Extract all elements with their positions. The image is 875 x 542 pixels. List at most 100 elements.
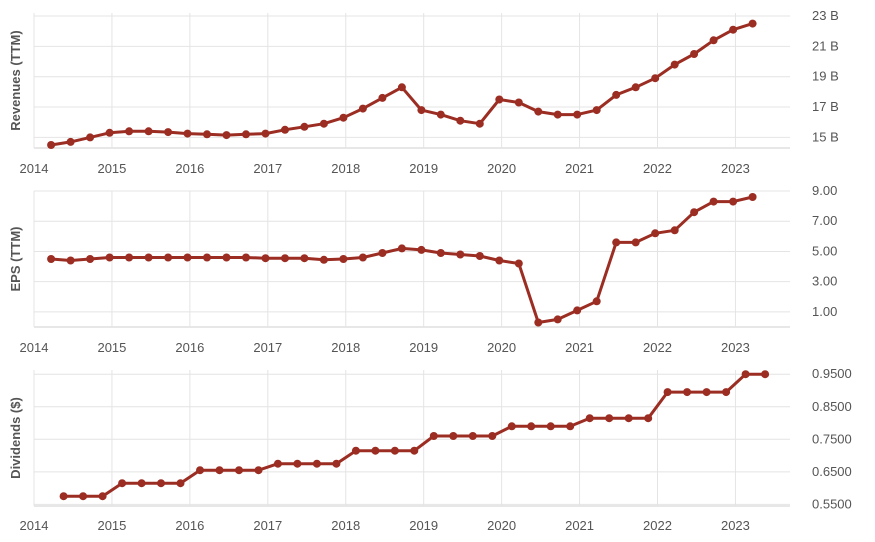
data-point[interactable] [164,128,173,137]
data-point[interactable] [449,432,458,440]
data-point[interactable] [358,104,367,113]
data-point[interactable] [98,492,107,501]
data-point[interactable] [125,253,134,262]
data-point[interactable] [332,459,341,468]
data-point[interactable] [663,388,672,397]
data-point[interactable] [741,370,750,379]
data-point[interactable] [261,254,270,263]
data-point[interactable] [546,422,555,431]
data-point[interactable] [573,306,582,315]
data-point[interactable] [566,422,575,431]
data-point[interactable] [761,370,770,379]
data-point[interactable] [47,141,56,149]
data-point[interactable] [300,122,309,131]
data-point[interactable] [222,253,231,262]
data-point[interactable] [196,466,204,475]
data-point[interactable] [417,245,426,254]
data-point[interactable] [105,253,114,262]
data-point[interactable] [709,36,718,45]
data-point[interactable] [410,446,419,455]
data-point[interactable] [690,50,699,58]
data-point[interactable] [300,254,309,263]
data-point[interactable] [644,414,653,423]
data-point[interactable] [183,253,192,262]
data-point[interactable] [709,197,718,206]
data-point[interactable] [319,119,328,128]
data-point[interactable] [79,492,88,501]
data-point[interactable] [281,125,289,134]
data-point[interactable] [378,249,387,257]
data-point[interactable] [690,208,699,217]
data-point[interactable] [729,197,738,206]
data-point[interactable] [507,422,516,431]
data-point[interactable] [390,446,399,455]
data-point[interactable] [339,113,348,122]
data-point[interactable] [468,432,477,440]
data-point[interactable] [670,226,679,235]
data-point[interactable] [534,318,543,327]
data-point[interactable] [157,479,165,488]
data-point[interactable] [242,130,250,139]
data-point[interactable] [144,127,153,136]
data-point[interactable] [612,238,621,247]
data-point[interactable] [203,253,211,262]
data-point[interactable] [475,252,484,260]
data-point[interactable] [527,422,536,431]
data-point[interactable] [436,249,445,257]
data-point[interactable] [514,259,523,268]
data-point[interactable] [66,256,75,265]
data-point[interactable] [612,90,621,99]
data-point[interactable] [631,238,640,247]
data-point[interactable] [235,466,243,475]
data-point[interactable] [624,414,633,423]
data-point[interactable] [176,479,185,488]
data-point[interactable] [651,74,660,83]
data-point[interactable] [47,255,56,263]
data-point[interactable] [417,106,426,115]
data-point[interactable] [495,95,504,104]
data-point[interactable] [203,130,211,139]
data-point[interactable] [456,116,465,125]
data-point[interactable] [729,25,738,34]
data-point[interactable] [371,446,380,455]
data-point[interactable] [683,388,692,397]
data-point[interactable] [514,98,523,107]
data-point[interactable] [281,254,289,263]
data-point[interactable] [651,229,660,238]
data-point[interactable] [748,19,757,28]
data-point[interactable] [553,110,562,119]
data-point[interactable] [429,432,438,440]
data-point[interactable] [397,244,406,253]
data-point[interactable] [592,297,601,306]
data-point[interactable] [137,479,146,488]
data-point[interactable] [66,137,75,146]
data-point[interactable] [456,250,465,259]
data-point[interactable] [59,492,68,501]
data-point[interactable] [118,479,127,488]
data-point[interactable] [585,414,594,423]
data-point[interactable] [495,256,504,265]
data-point[interactable] [358,253,367,262]
data-point[interactable] [534,107,543,116]
data-point[interactable] [86,255,95,263]
data-point[interactable] [183,129,192,138]
data-point[interactable] [242,253,250,262]
data-point[interactable] [144,253,153,262]
data-point[interactable] [397,83,406,92]
data-point[interactable] [164,253,173,262]
data-point[interactable] [105,128,114,137]
data-point[interactable] [592,106,601,115]
data-point[interactable] [215,466,224,475]
data-point[interactable] [222,131,231,140]
data-point[interactable] [488,432,497,440]
data-point[interactable] [722,388,731,397]
data-point[interactable] [631,83,640,92]
data-point[interactable] [293,459,302,468]
data-point[interactable] [670,60,679,69]
data-point[interactable] [319,255,328,264]
data-point[interactable] [573,110,582,119]
data-point[interactable] [125,127,134,136]
data-point[interactable] [475,119,484,128]
data-point[interactable] [605,414,614,423]
data-point[interactable] [378,93,387,102]
